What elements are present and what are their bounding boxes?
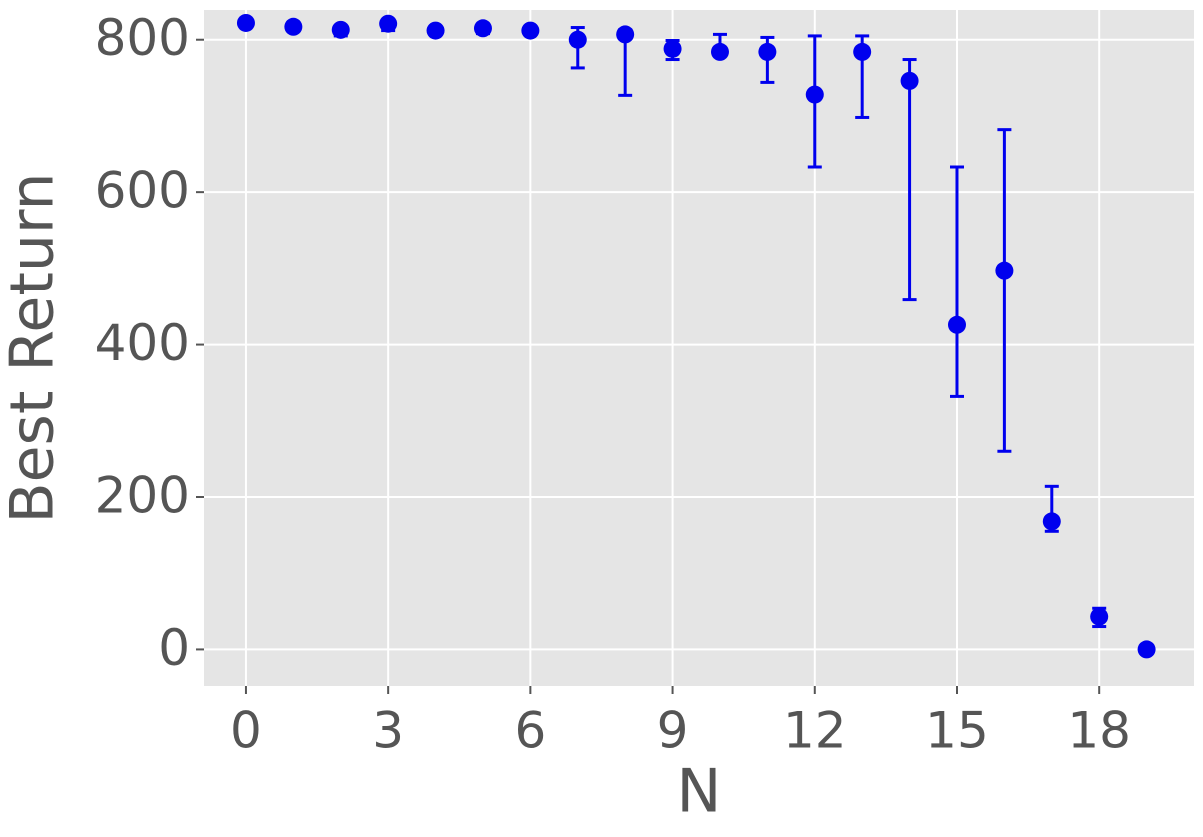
- point: [473, 19, 492, 38]
- point: [616, 25, 635, 44]
- point: [853, 42, 872, 61]
- y-axis-label: Best Return: [0, 172, 68, 523]
- point: [236, 13, 255, 32]
- y-tick-label: 600: [95, 162, 190, 220]
- point: [331, 20, 350, 39]
- point: [1137, 640, 1156, 659]
- x-tick-label: 18: [1067, 702, 1131, 760]
- x-tick-label: 9: [657, 702, 689, 760]
- point: [995, 261, 1014, 280]
- point: [1090, 607, 1109, 626]
- x-tick-label: 0: [230, 702, 262, 760]
- point: [947, 315, 966, 334]
- point: [568, 30, 587, 49]
- point: [758, 42, 777, 61]
- point: [805, 85, 824, 104]
- y-tick-label: 0: [158, 619, 190, 677]
- point: [284, 17, 303, 36]
- x-axis-label: N: [677, 757, 722, 827]
- y-tick-label: 800: [95, 9, 190, 67]
- point: [426, 21, 445, 40]
- point: [710, 42, 729, 61]
- point: [521, 21, 540, 40]
- plot-area: [204, 10, 1194, 686]
- x-tick-label: 15: [925, 702, 989, 760]
- x-tick-label: 6: [514, 702, 546, 760]
- y-tick-label: 200: [95, 466, 190, 524]
- x-tick-label: 3: [372, 702, 404, 760]
- point: [900, 71, 919, 90]
- point: [1042, 512, 1061, 531]
- y-tick-label: 400: [95, 314, 190, 372]
- point: [663, 39, 682, 58]
- point: [379, 14, 398, 33]
- x-tick-label: 12: [783, 702, 847, 760]
